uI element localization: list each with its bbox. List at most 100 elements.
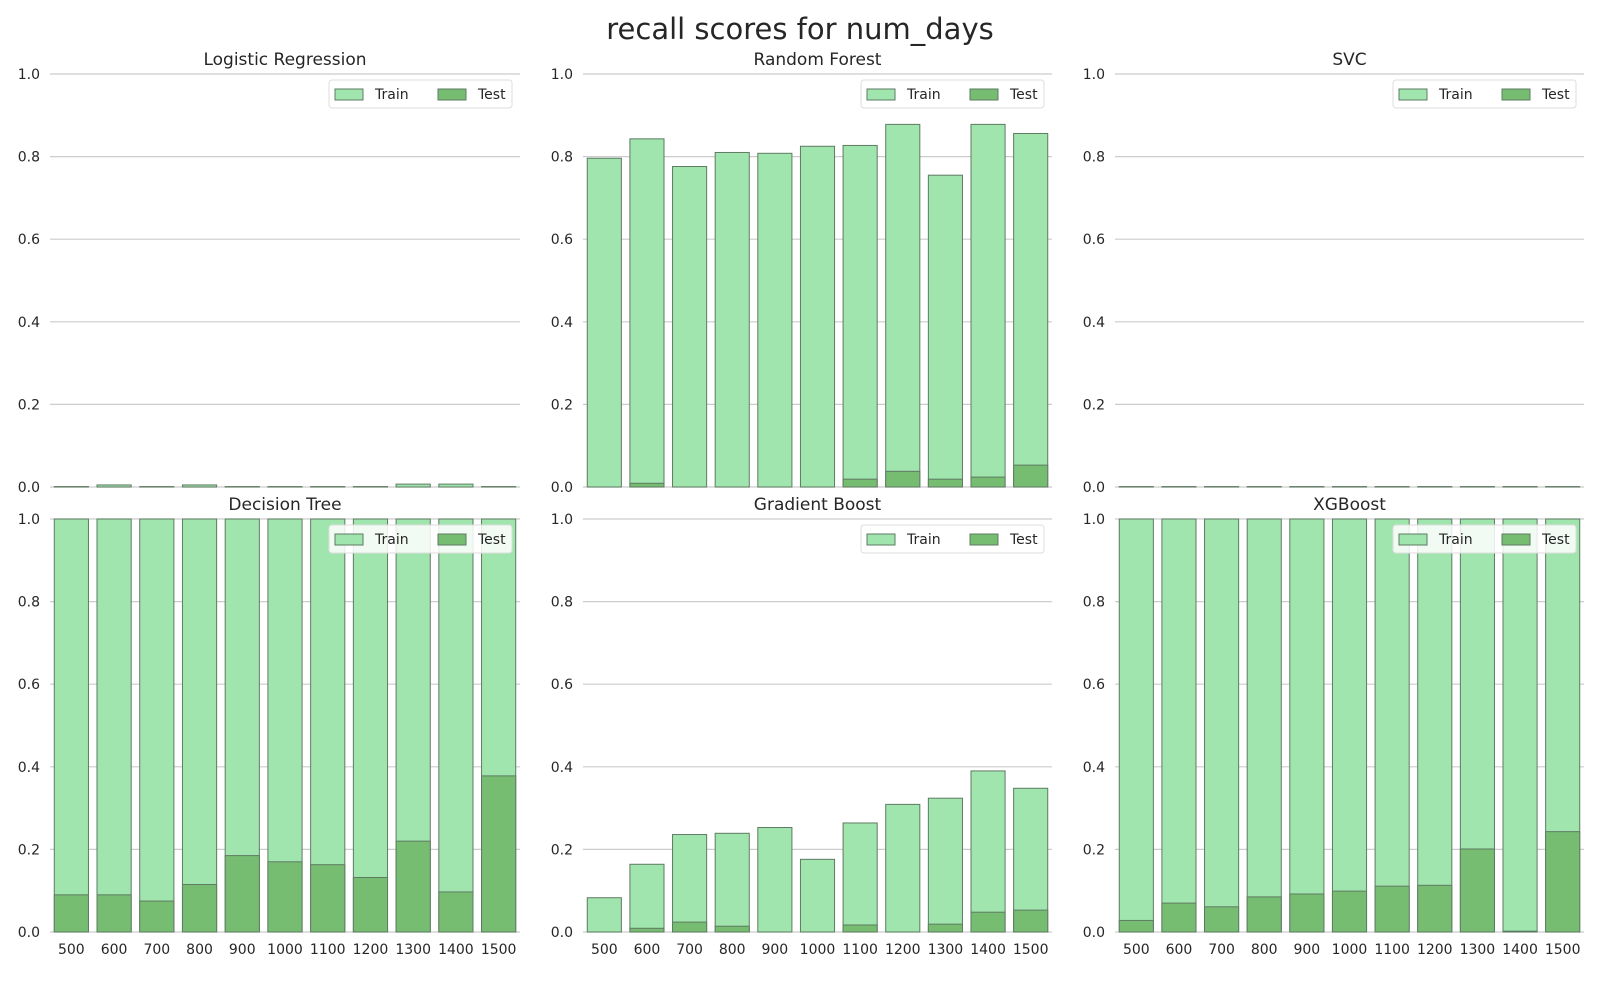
- bar-test-xgboost-1200: [1417, 884, 1453, 933]
- legend-logistic-regression: Train Test: [328, 79, 513, 109]
- bar-train-gradient-boost-700: [672, 834, 708, 933]
- xtick-label-gradient-boost: 600: [634, 942, 661, 958]
- xtick-label-gradient-boost: 800: [719, 942, 746, 958]
- xtick-label-gradient-boost: 900: [761, 942, 788, 958]
- ytick-label-svc: 0.0: [1083, 480, 1105, 496]
- bar-test-xgboost-500: [1118, 919, 1154, 933]
- bar-test-xgboost-600: [1161, 902, 1197, 933]
- bar-train-logistic-regression-1300: [395, 483, 431, 488]
- xtick-label-xgboost: 1100: [1374, 942, 1410, 958]
- ytick-label-svc: 0.6: [1083, 232, 1105, 248]
- xtick-label-xgboost: 500: [1123, 942, 1150, 958]
- xtick-label-xgboost: 700: [1208, 942, 1235, 958]
- bar-test-decision-tree-700: [139, 900, 175, 933]
- bar-test-xgboost-1100: [1374, 885, 1410, 933]
- legend-label-train: Train: [1438, 87, 1473, 103]
- bar-test-random-forest-600: [629, 482, 665, 488]
- ytick-label-decision-tree: 0.8: [18, 595, 40, 611]
- legend-label-test: Test: [477, 532, 506, 548]
- legend-label-train: Train: [1438, 532, 1473, 548]
- bar-train-gradient-boost-500: [586, 897, 622, 933]
- ytick-label-xgboost: 0.0: [1083, 925, 1105, 941]
- bar-train-xgboost-500: [1118, 518, 1154, 933]
- ytick-label-decision-tree: 1.0: [18, 512, 40, 528]
- bar-test-xgboost-1400: [1502, 930, 1538, 933]
- legend-label-train: Train: [906, 532, 941, 548]
- legend-box: [1392, 524, 1577, 554]
- bar-test-gradient-boost-1500: [1013, 909, 1049, 933]
- legend-label-train: Train: [374, 532, 409, 548]
- legend-label-test: Test: [1541, 87, 1570, 103]
- bar-train-random-forest-800: [714, 151, 750, 488]
- legend-swatch-test: [1501, 533, 1531, 546]
- ytick-label-gradient-boost: 0.0: [551, 925, 573, 941]
- panel-decision-tree: 0.0 0.2 0.4 0.6 0.8 1.0 500 600 700 800 900 1000 110…: [18, 495, 520, 958]
- ytick-label-decision-tree: 0.6: [18, 677, 40, 693]
- xtick-label-xgboost: 1200: [1417, 942, 1453, 958]
- bar-train-xgboost-800: [1246, 518, 1282, 933]
- legend-swatch-train: [1398, 88, 1428, 101]
- bar-test-decision-tree-1200: [352, 876, 389, 933]
- legend-svc: Train Test: [1392, 79, 1577, 109]
- xtick-label-gradient-boost: 500: [591, 942, 618, 958]
- bar-test-decision-tree-800: [181, 884, 218, 933]
- bar-test-gradient-boost-1300: [927, 923, 963, 933]
- bar-test-random-forest-1300: [927, 478, 963, 488]
- xtick-label-decision-tree: 500: [58, 942, 85, 958]
- bar-train-xgboost-1100: [1374, 518, 1410, 933]
- xtick-label-gradient-boost: 1500: [1013, 942, 1049, 958]
- bar-train-random-forest-600: [629, 138, 665, 488]
- panel-svc: 0.0 0.2 0.4 0.6 0.8 1.0 SVC Train Test: [1083, 50, 1584, 496]
- legend-swatch-train: [866, 533, 896, 546]
- xtick-label-xgboost: 1500: [1545, 942, 1581, 958]
- xtick-label-xgboost: 900: [1293, 942, 1320, 958]
- bar-test-decision-tree-1400: [438, 891, 474, 933]
- xtick-label-decision-tree: 1300: [395, 942, 431, 958]
- legend-label-test: Test: [1541, 532, 1570, 548]
- bar-train-logistic-regression-1400: [438, 483, 474, 488]
- bar-train-random-forest-500: [586, 157, 622, 488]
- panel-random-forest: 0.0 0.2 0.4 0.6 0.8 1.0 Random Forest Train Test: [551, 50, 1052, 496]
- ytick-label-xgboost: 0.4: [1083, 760, 1105, 776]
- ytick-label-xgboost: 1.0: [1083, 512, 1105, 528]
- bar-train-gradient-boost-800: [714, 832, 750, 933]
- panel-xgboost: 0.0 0.2 0.4 0.6 0.8 1.0 500 600 700 800 900 1000 110…: [1083, 495, 1584, 958]
- bar-train-decision-tree-1200: [352, 518, 389, 933]
- bar-train-random-forest-1200: [885, 123, 921, 488]
- bar-train-xgboost-600: [1161, 518, 1197, 933]
- xtick-label-xgboost: 1000: [1332, 942, 1368, 958]
- xtick-label-gradient-boost: 1100: [842, 942, 878, 958]
- panel-title-gradient-boost: Gradient Boost: [754, 495, 882, 515]
- bar-train-random-forest-700: [672, 166, 708, 488]
- bar-test-decision-tree-500: [53, 894, 89, 933]
- legend-label-test: Test: [1009, 532, 1038, 548]
- bar-test-xgboost-900: [1289, 893, 1325, 933]
- bar-test-xgboost-700: [1204, 906, 1240, 933]
- bar-train-gradient-boost-1400: [970, 770, 1006, 933]
- xtick-label-decision-tree: 1400: [438, 942, 474, 958]
- bar-train-xgboost-1200: [1417, 518, 1453, 933]
- ytick-label-gradient-boost: 0.4: [551, 760, 573, 776]
- bar-test-decision-tree-1500: [481, 775, 517, 933]
- bar-train-random-forest-1100: [842, 144, 878, 488]
- legend-swatch-test: [437, 533, 467, 546]
- xtick-label-gradient-boost: 1300: [928, 942, 964, 958]
- ytick-label-random-forest: 0.0: [551, 480, 573, 496]
- bar-train-random-forest-1000: [799, 145, 836, 488]
- legend-box: [860, 524, 1045, 554]
- ytick-label-svc: 1.0: [1083, 67, 1105, 83]
- xtick-label-decision-tree: 800: [186, 942, 213, 958]
- bar-test-gradient-boost-700: [672, 921, 708, 933]
- bar-test-xgboost-1300: [1459, 848, 1495, 933]
- bar-train-gradient-boost-1200: [885, 803, 921, 933]
- bar-train-gradient-boost-1300: [927, 797, 963, 933]
- xtick-label-decision-tree: 1100: [310, 942, 346, 958]
- bar-train-gradient-boost-900: [757, 827, 793, 933]
- legend-swatch-test: [437, 88, 467, 101]
- bar-train-decision-tree-500: [53, 518, 89, 933]
- ytick-label-svc: 0.8: [1083, 150, 1105, 166]
- bar-train-decision-tree-800: [181, 518, 218, 933]
- bar-train-gradient-boost-1100: [842, 822, 878, 933]
